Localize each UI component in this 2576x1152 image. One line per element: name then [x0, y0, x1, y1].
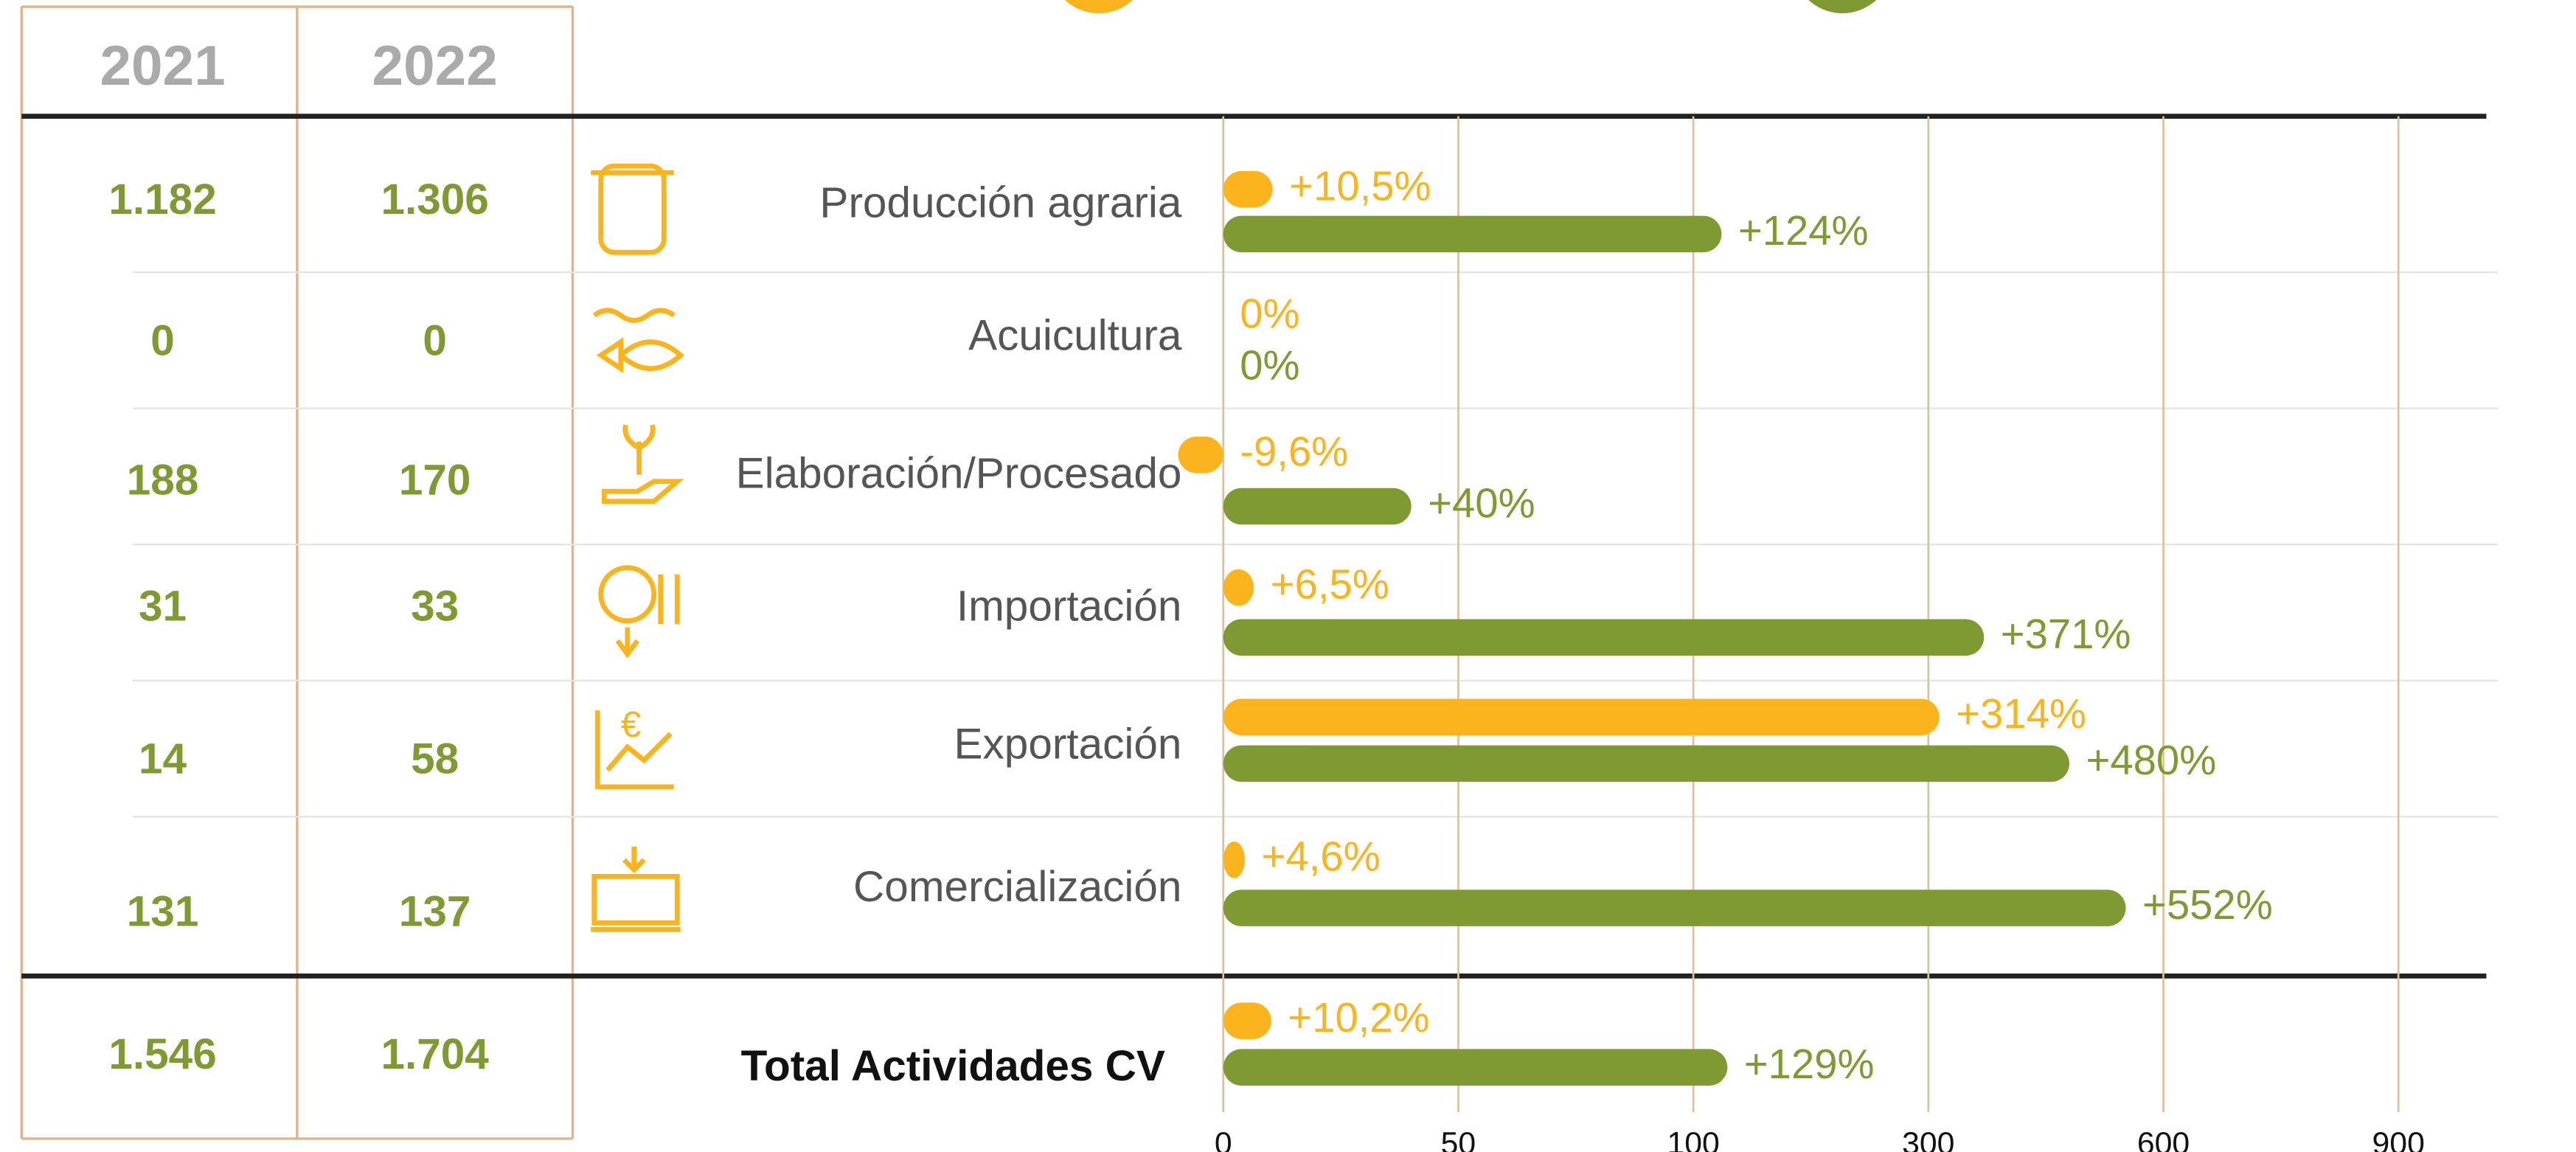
row-separators [133, 271, 2499, 818]
bar [1223, 889, 2126, 926]
bar [1223, 842, 1246, 878]
value-label: 0% [1240, 342, 1299, 389]
column-header: 2022 [372, 35, 498, 97]
value-label: +552% [2142, 881, 2273, 928]
value-label: +371% [2001, 611, 2131, 657]
table-cell: 31 [139, 582, 187, 630]
total-cell: 1.704 [381, 1030, 489, 1078]
table-cell: 1.182 [108, 176, 216, 223]
value-label: +40% [1428, 479, 1535, 526]
legend-marker [1065, 0, 1133, 14]
category-label: Total Actividades CV [741, 1042, 1165, 1090]
table-cell: 1.306 [381, 176, 488, 223]
x-tick-label: 50 [1441, 1125, 1476, 1152]
column-header: 2021 [100, 35, 225, 97]
category-label: Producción agraria [819, 179, 1181, 227]
bar [1223, 215, 1722, 253]
value-label: +6,5% [1271, 561, 1389, 608]
bar [1223, 487, 1412, 525]
table-cell: 58 [411, 735, 459, 783]
category-label: Exportación [954, 720, 1182, 768]
legend-marker [1808, 0, 1877, 14]
icons: € [591, 163, 684, 932]
table-cell: 188 [127, 456, 199, 504]
bar [1223, 170, 1273, 208]
value-label: -9,6% [1240, 428, 1348, 475]
bar [1223, 698, 1940, 736]
table-cell: 14 [139, 735, 187, 783]
table-cell: 137 [399, 888, 471, 936]
x-tick-label: 0 [1215, 1125, 1232, 1152]
x-tick-label: 100 [1667, 1125, 1719, 1152]
category-label: Importación [957, 582, 1182, 630]
category-label: Elaboración/Procesado [736, 449, 1182, 497]
category-label: Acuicultura [968, 312, 1182, 360]
bar [1223, 1049, 1728, 1086]
x-tick-label: 300 [1902, 1125, 1954, 1152]
bar [1178, 436, 1223, 473]
value-label: +480% [2086, 737, 2217, 783]
table-cell: 170 [399, 456, 471, 504]
bar [1223, 1002, 1271, 1039]
value-label: +10,5% [1289, 162, 1431, 209]
table-cell: 0 [423, 316, 447, 364]
bar [1223, 569, 1254, 606]
x-tick-label: 900 [2372, 1125, 2425, 1152]
value-label: +4,6% [1262, 833, 1381, 880]
svg-text:€: € [621, 704, 642, 745]
bar [1223, 745, 2070, 783]
table-cell: 33 [411, 582, 459, 630]
category-label: Comercialización [853, 863, 1181, 911]
value-label: 0% [1240, 291, 1299, 337]
total-cell: 1.546 [108, 1030, 216, 1078]
table-cell: 131 [127, 888, 199, 936]
value-label: +129% [1744, 1041, 1875, 1087]
table-cell: 0 [150, 316, 175, 364]
value-label: +10,2% [1288, 994, 1429, 1041]
value-label: +124% [1738, 207, 1869, 254]
table-frame [20, 5, 574, 1140]
value-label: +314% [1956, 690, 2086, 737]
x-tick-label: 600 [2137, 1125, 2190, 1152]
bar [1223, 619, 1985, 656]
